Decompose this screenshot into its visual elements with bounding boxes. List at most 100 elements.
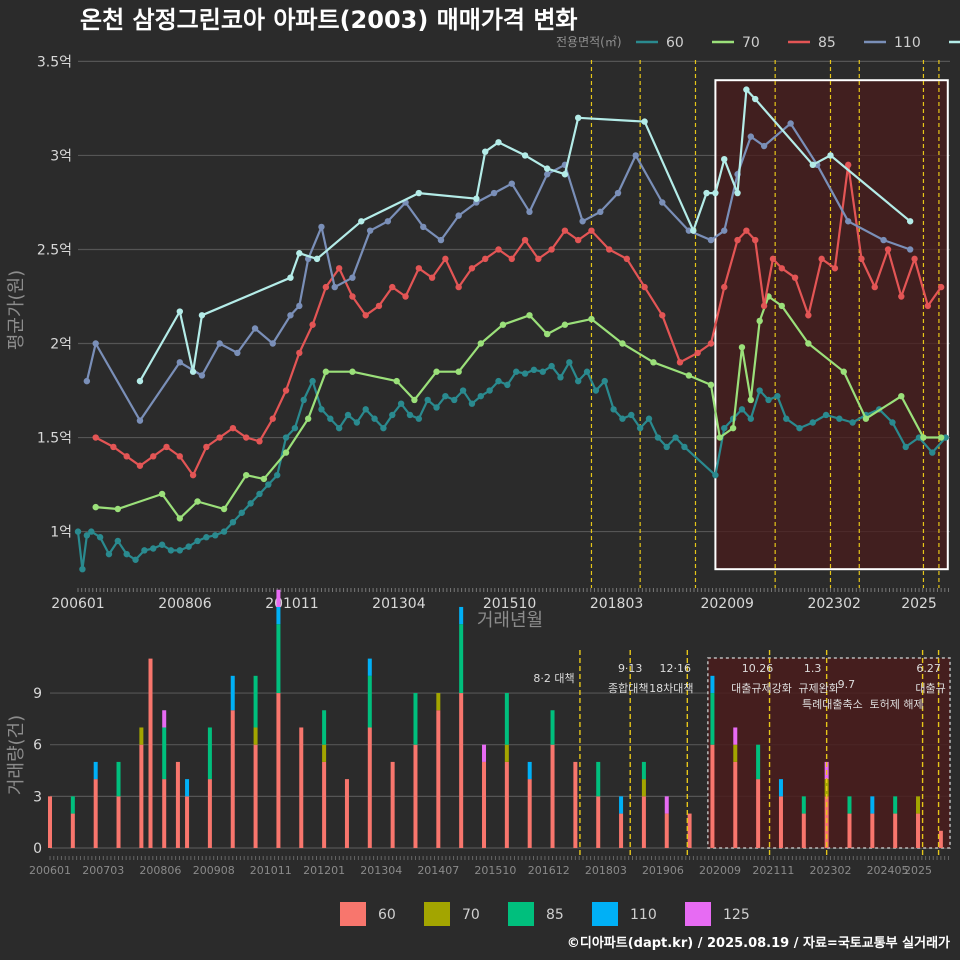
volume-x-tick-label: 201803 — [585, 864, 627, 877]
price-x-tick-label: 201011 — [265, 596, 318, 612]
volume-bar-60 — [504, 761, 509, 848]
price-point-70 — [729, 424, 737, 432]
volume-bar-85 — [710, 693, 715, 745]
volume-x-tick-label: 200601 — [29, 864, 71, 877]
price-point-60 — [442, 392, 449, 400]
price-point-85 — [721, 283, 728, 291]
price-point-125 — [752, 95, 759, 103]
volume-x-tick-label: 202302 — [809, 864, 851, 877]
volume-bar-110 — [367, 658, 372, 676]
volume-legend-swatch-70 — [424, 902, 450, 926]
volume-bar-60 — [207, 779, 212, 848]
price-line-85 — [95, 163, 943, 477]
price-point-110 — [455, 212, 462, 219]
volume-event-label: 특례대출축소 — [802, 698, 863, 711]
price-point-60 — [203, 534, 210, 541]
volume-bar-125 — [482, 744, 487, 762]
volume-bar-85 — [413, 693, 418, 745]
price-point-60 — [335, 424, 343, 432]
price-point-60 — [539, 368, 546, 375]
volume-bar-60 — [322, 761, 327, 848]
volume-event-label: 규제완화 — [798, 682, 838, 695]
volume-bar-85 — [459, 624, 464, 694]
price-point-60 — [929, 449, 936, 456]
price-point-70 — [455, 368, 462, 375]
price-point-85 — [694, 349, 701, 357]
volume-y-tick-label: 9 — [33, 686, 42, 702]
price-point-60 — [459, 387, 467, 394]
volume-x-tick-label: 201612 — [528, 864, 570, 877]
volume-bar-85 — [276, 624, 281, 694]
price-point-60 — [645, 415, 653, 422]
price-point-85 — [707, 340, 715, 347]
price-point-60 — [774, 392, 781, 400]
volume-bar-60 — [175, 761, 180, 848]
volume-bar-85 — [801, 796, 806, 814]
price-point-125 — [176, 308, 184, 315]
volume-bar-60 — [70, 813, 75, 848]
price-point-125 — [296, 250, 303, 257]
price-point-60 — [681, 443, 688, 451]
price-chart: 1억 1.5억 2억 2.5억 3억 3.5억 200601 200806 201011 201… — [6, 54, 950, 631]
price-point-60 — [530, 366, 538, 374]
volume-event-labels: 8·2 대책 9·13 종합대책 12·16 18차대책 10.26 대출규제강화 1.3 규제… — [533, 662, 945, 711]
price-point-85 — [389, 283, 396, 291]
price-point-85 — [203, 443, 210, 451]
price-point-85 — [508, 255, 515, 263]
price-point-70 — [716, 434, 724, 441]
volume-bar-85 — [504, 693, 509, 745]
volume-bar-110 — [185, 779, 190, 797]
volume-bar-85 — [367, 675, 372, 728]
price-point-70 — [588, 315, 595, 323]
volume-bar-60 — [619, 813, 624, 848]
price-point-85 — [521, 236, 529, 244]
price-point-60 — [836, 415, 843, 422]
price-highlight-box — [714, 79, 949, 571]
volume-bar-85 — [70, 796, 75, 814]
price-point-125 — [543, 165, 551, 172]
price-legend-label-110: 110 — [894, 35, 921, 51]
volume-bar-60 — [550, 744, 555, 848]
price-point-70 — [114, 505, 122, 513]
price-point-60 — [220, 528, 228, 535]
price-point-60 — [83, 532, 91, 539]
price-point-110 — [614, 189, 622, 197]
volume-event-label: 대출규제강화 — [731, 682, 792, 695]
price-point-110 — [747, 133, 755, 140]
price-point-85 — [482, 255, 489, 263]
price-x-tick-label: 200601 — [51, 596, 104, 612]
volume-bar-85 — [893, 796, 898, 814]
volume-bar-70 — [641, 779, 646, 797]
price-point-70 — [433, 368, 440, 375]
volume-bar-60 — [938, 830, 943, 848]
price-x-tick-label: 201304 — [372, 596, 426, 612]
price-point-60 — [141, 547, 148, 554]
price-point-60 — [513, 368, 520, 375]
price-y-tick-label: 1억 — [50, 525, 72, 541]
price-point-110 — [659, 199, 666, 206]
price-point-110 — [490, 189, 498, 197]
price-point-125 — [198, 312, 206, 319]
price-x-tick-label: 200806 — [158, 596, 212, 612]
price-point-85 — [402, 293, 409, 300]
price-point-110 — [198, 372, 206, 379]
price-point-60 — [521, 370, 529, 377]
price-point-85 — [791, 274, 799, 281]
volume-x-tick-label: 201906 — [642, 864, 684, 877]
volume-highlight — [707, 657, 951, 849]
price-point-60 — [574, 377, 582, 385]
volume-bar-60 — [162, 779, 167, 848]
price-point-85 — [588, 227, 595, 234]
price-point-110 — [906, 246, 914, 253]
price-point-60 — [424, 396, 431, 404]
volume-event-label: 9·13 — [618, 662, 643, 675]
price-point-60 — [309, 377, 316, 385]
price-point-60 — [486, 387, 493, 394]
price-point-60 — [433, 404, 440, 411]
price-point-60 — [406, 411, 414, 419]
volume-bar-60 — [893, 813, 898, 848]
price-point-60 — [415, 415, 423, 422]
price-point-110 — [296, 302, 303, 310]
volume-event-label: 12·16 — [660, 662, 692, 675]
